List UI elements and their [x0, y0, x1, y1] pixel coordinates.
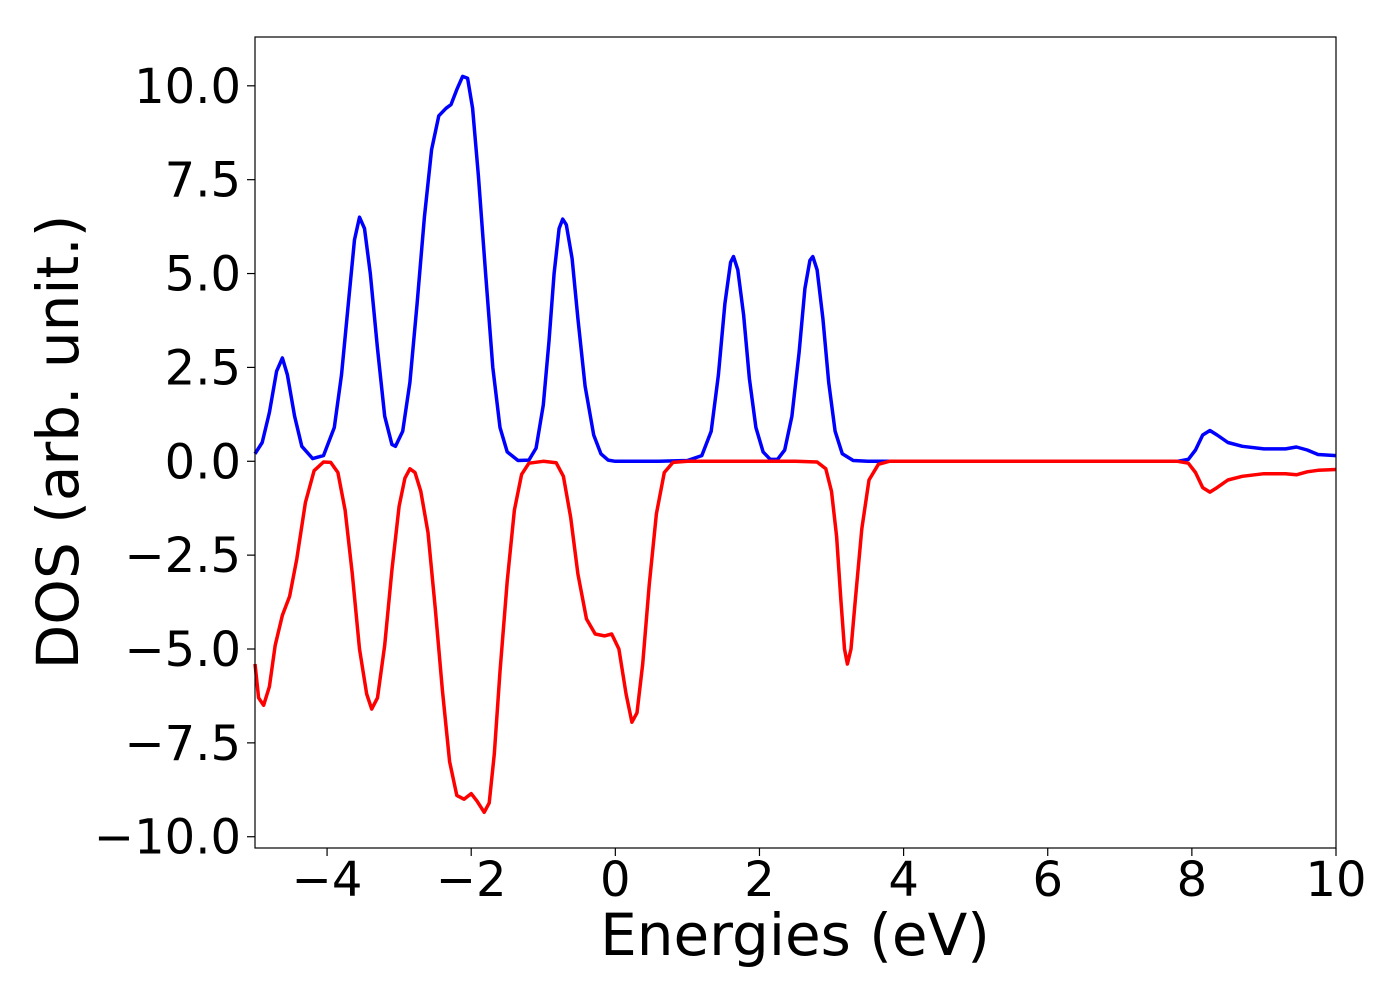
plot-frame — [254, 36, 1337, 849]
y-axis: 10.0 7.5 5.0 2.5 0.0 −2.5 −5.0 −7.5 −10.0 — [94, 59, 255, 866]
y-tick-label: 10.0 — [134, 59, 241, 115]
y-tick-label: 2.5 — [165, 340, 241, 396]
y-tick-label: 5.0 — [165, 247, 241, 303]
y-tick-label: −10.0 — [94, 810, 241, 866]
x-tick-label: 4 — [888, 852, 919, 908]
y-axis-label: DOS (arb. unit.) — [24, 215, 92, 670]
y-tick-label: −2.5 — [124, 528, 241, 584]
x-axis: −4 −2 0 2 4 6 8 10 — [292, 848, 1367, 908]
y-tick-label: −5.0 — [124, 622, 241, 678]
x-tick-label: 8 — [1177, 852, 1208, 908]
y-tick-label: −7.5 — [124, 716, 241, 772]
x-tick-label: 6 — [1032, 852, 1063, 908]
x-tick-label: 0 — [600, 852, 631, 908]
x-tick-label: 10 — [1305, 852, 1366, 908]
x-tick-label: −4 — [292, 852, 363, 908]
y-tick-label: 7.5 — [165, 153, 241, 209]
x-tick-label: −2 — [436, 852, 507, 908]
x-axis-label: Energies (eV) — [600, 901, 990, 969]
x-tick-label: 2 — [744, 852, 775, 908]
y-tick-label: 0.0 — [165, 434, 241, 490]
series-layer — [253, 74, 1337, 815]
series-line-1 — [253, 74, 1337, 464]
series-line-2 — [253, 459, 1337, 815]
